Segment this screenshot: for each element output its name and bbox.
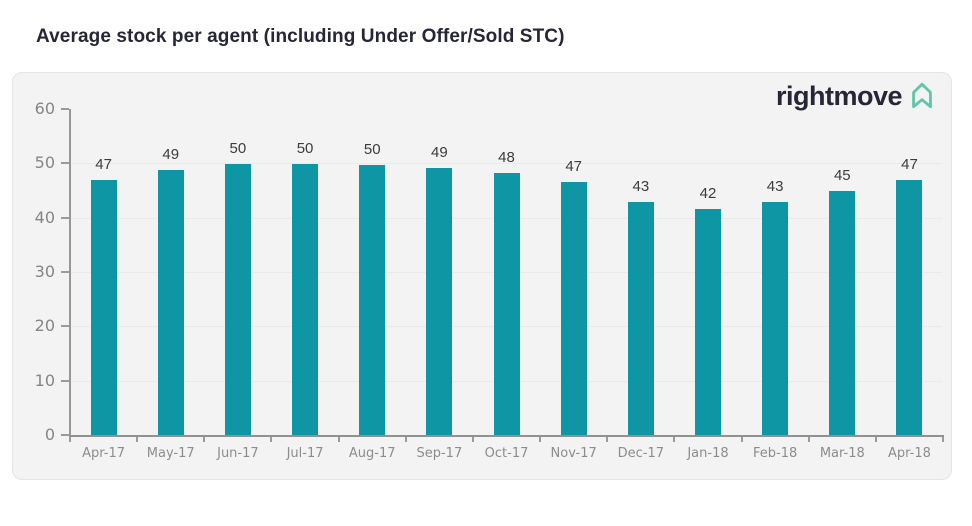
x-labels-layer: Apr-17 May-17 Jun-17 Jul-17 Aug-17 Sep-17 Oct-… <box>70 446 943 461</box>
bar-slot: 50 <box>271 109 338 435</box>
x-axis-tick <box>270 437 272 442</box>
bar-slot: 48 <box>473 109 540 435</box>
x-tick-label: Jun-17 <box>217 446 259 461</box>
chart-title: Average stock per agent (including Under… <box>36 26 565 47</box>
bar-slot: 45 <box>809 109 876 435</box>
rightmove-logo: rightmove <box>775 81 937 111</box>
x-tick-label: Apr-17 <box>82 446 126 461</box>
bar-value-label: 43 <box>632 178 650 195</box>
bar-slot: 43 <box>607 109 674 435</box>
bar-value-label: 49 <box>431 144 448 161</box>
bar-slot: 47 <box>876 109 943 435</box>
x-tick-label: Mar-18 <box>819 446 865 461</box>
chart-panel: rightmove 0 10 20 30 40 50 60 47 49 50 50 50 49 48 47… <box>12 72 952 480</box>
y-axis-tick <box>61 379 69 382</box>
bar <box>762 202 789 435</box>
bar-value-label: 45 <box>833 167 851 184</box>
bar-value-label: 49 <box>162 146 180 163</box>
bar-value-label: 50 <box>229 140 247 157</box>
bar <box>90 180 117 435</box>
x-axis-tick <box>673 437 675 442</box>
x-axis-tick <box>405 437 407 442</box>
bar <box>627 202 654 435</box>
x-axis-tick <box>942 437 944 442</box>
y-axis-line <box>69 109 71 437</box>
bar <box>426 168 453 435</box>
bar <box>493 173 520 435</box>
bar-value-label: 43 <box>766 178 784 195</box>
x-tick-label: Sep-17 <box>416 446 463 461</box>
y-tick-label: 20 <box>34 316 55 336</box>
x-tick-label: Oct-17 <box>484 446 529 461</box>
bar <box>829 191 856 435</box>
x-axis-tick <box>338 437 340 442</box>
bar <box>157 170 184 435</box>
y-tick-label: 30 <box>34 262 55 281</box>
x-tick-label: Nov-17 <box>550 446 597 461</box>
bar-slot: 50 <box>339 109 406 435</box>
bar <box>896 180 923 435</box>
bar-slot: 47 <box>540 109 607 435</box>
x-axis-tick <box>472 437 474 442</box>
bar-value-label: 48 <box>498 149 515 166</box>
x-axis-tick <box>875 437 877 442</box>
x-tick-label: Jul-17 <box>286 446 324 461</box>
bar-value-label: 50 <box>363 141 381 158</box>
y-axis-tick <box>61 325 69 328</box>
x-axis-tick <box>69 437 71 442</box>
x-tick-label: Jan-18 <box>687 446 729 461</box>
x-tick-label: Feb-18 <box>753 446 798 461</box>
bar-value-label: 47 <box>95 156 112 173</box>
x-axis-line <box>69 435 944 437</box>
x-tick-label: Apr-18 <box>888 446 931 461</box>
bar <box>694 209 721 435</box>
x-tick-label: Aug-17 <box>348 446 396 461</box>
bar <box>560 182 587 435</box>
y-tick-label: 60 <box>34 99 55 118</box>
x-axis-tick <box>808 437 810 442</box>
bar-value-label: 50 <box>296 140 314 157</box>
y-axis-tick <box>61 434 69 436</box>
bar-slot: 49 <box>137 109 204 435</box>
rightmove-logo-text: rightmove <box>775 81 903 111</box>
bar-value-label: 47 <box>901 156 918 173</box>
x-axis-tick <box>203 437 205 442</box>
bars-layer: 47 49 50 50 50 49 48 47 43 42 43 45 47 <box>70 109 943 435</box>
bar-value-label: 47 <box>565 158 583 175</box>
y-axis-tick <box>61 162 69 165</box>
bar <box>292 164 319 435</box>
house-arrow-icon <box>912 82 932 108</box>
x-axis-tick <box>606 437 608 442</box>
bar <box>224 164 251 435</box>
bar-slot: 50 <box>204 109 271 435</box>
bar-slot: 42 <box>674 109 741 435</box>
y-axis-tick <box>61 216 69 219</box>
x-tick-label: Dec-17 <box>617 446 665 461</box>
x-tick-label: May-17 <box>146 446 195 461</box>
bar-slot: 49 <box>406 109 473 435</box>
y-axis-tick <box>61 271 69 273</box>
x-axis-tick <box>741 437 743 442</box>
bar <box>359 165 386 435</box>
y-tick-label: 10 <box>34 370 55 390</box>
y-tick-label: 0 <box>44 425 55 444</box>
y-tick-label: 40 <box>34 207 55 227</box>
x-axis-tick <box>136 437 138 442</box>
y-gridline <box>71 163 942 165</box>
bar-slot: 47 <box>70 109 137 435</box>
bar-slot: 43 <box>742 109 809 435</box>
y-axis-tick <box>61 108 69 110</box>
x-axis-tick <box>539 437 541 442</box>
y-tick-label: 50 <box>34 153 55 173</box>
bar-value-label: 42 <box>699 185 717 202</box>
